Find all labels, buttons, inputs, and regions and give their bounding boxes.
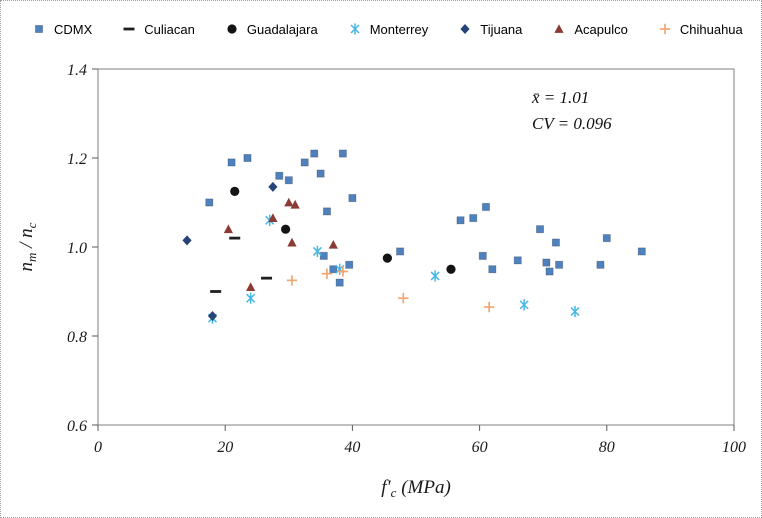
- legend-item-chihuahua: Chihuahua: [655, 21, 743, 37]
- legend-marker-circle-icon: [227, 24, 237, 34]
- legend-marker-square-icon: [35, 25, 43, 33]
- x-tick-label: 40: [344, 439, 360, 456]
- legend-marker-diamond-icon: [460, 24, 470, 34]
- legend-marker-plus-icon: [659, 23, 671, 35]
- legend-item-guadalajara: Guadalajara: [222, 21, 318, 37]
- legend-item-tijuana: Tijuana: [455, 21, 522, 37]
- legend-label: Chihuahua: [679, 21, 743, 37]
- stats-annotation: x̄ = 1.01 CV = 0.096: [532, 85, 612, 137]
- x-tick-label: 20: [217, 439, 233, 456]
- legend-label: Acapulco: [574, 21, 628, 37]
- legend-item-monterrey: Monterrey: [345, 21, 429, 37]
- x-axis-title: f′c (MPa): [381, 477, 451, 500]
- x-tick-label: 100: [722, 439, 746, 456]
- legend-label: CDMX: [54, 21, 93, 37]
- series-cdmx: [205, 149, 646, 287]
- plot-frame: [97, 68, 735, 426]
- y-tick-label: 1.0: [67, 240, 87, 257]
- x-tick-label: 80: [599, 439, 615, 456]
- y-tick-label: 0.8: [67, 329, 87, 346]
- series-acapulco: [223, 197, 338, 291]
- series-guadalajara: [230, 186, 456, 274]
- x-tick-label: 60: [472, 439, 488, 456]
- legend-marker-star-icon: [350, 23, 360, 35]
- legend-label: Guadalajara: [246, 21, 318, 37]
- legend-marker-triangle-icon: [554, 24, 564, 33]
- y-tick-label: 0.6: [67, 418, 87, 435]
- legend: CDMX Culiacan Guadalajara Monterrey Tijuana A…: [29, 21, 753, 37]
- y-axis-title: nm / nc: [16, 222, 39, 271]
- y-tick-label: 1.2: [67, 151, 87, 168]
- legend-marker-dash-icon: [123, 27, 135, 31]
- x-tick-label: 0: [94, 439, 102, 456]
- legend-item-acapulco: Acapulco: [549, 21, 628, 37]
- series-culiacan: [210, 236, 273, 293]
- y-tick-label: 1.4: [67, 62, 87, 79]
- legend-label: Monterrey: [369, 21, 429, 37]
- series-monterrey: [207, 214, 580, 324]
- series-chihuahua: [286, 266, 495, 313]
- legend-item-culiacan: Culiacan: [119, 21, 195, 37]
- legend-item-cdmx: CDMX: [29, 21, 92, 37]
- mean-value: x̄ = 1.01: [532, 88, 590, 107]
- legend-label: Culiacan: [144, 21, 195, 37]
- legend-label: Tijuana: [480, 21, 523, 37]
- cv-value: CV = 0.096: [532, 114, 612, 133]
- series-tijuana: [182, 181, 278, 321]
